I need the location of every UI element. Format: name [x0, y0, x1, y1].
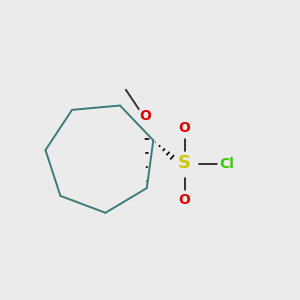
Text: O: O [178, 121, 190, 134]
Text: O: O [178, 193, 190, 206]
Text: O: O [140, 109, 152, 122]
Text: Cl: Cl [219, 157, 234, 170]
Text: S: S [178, 154, 191, 172]
